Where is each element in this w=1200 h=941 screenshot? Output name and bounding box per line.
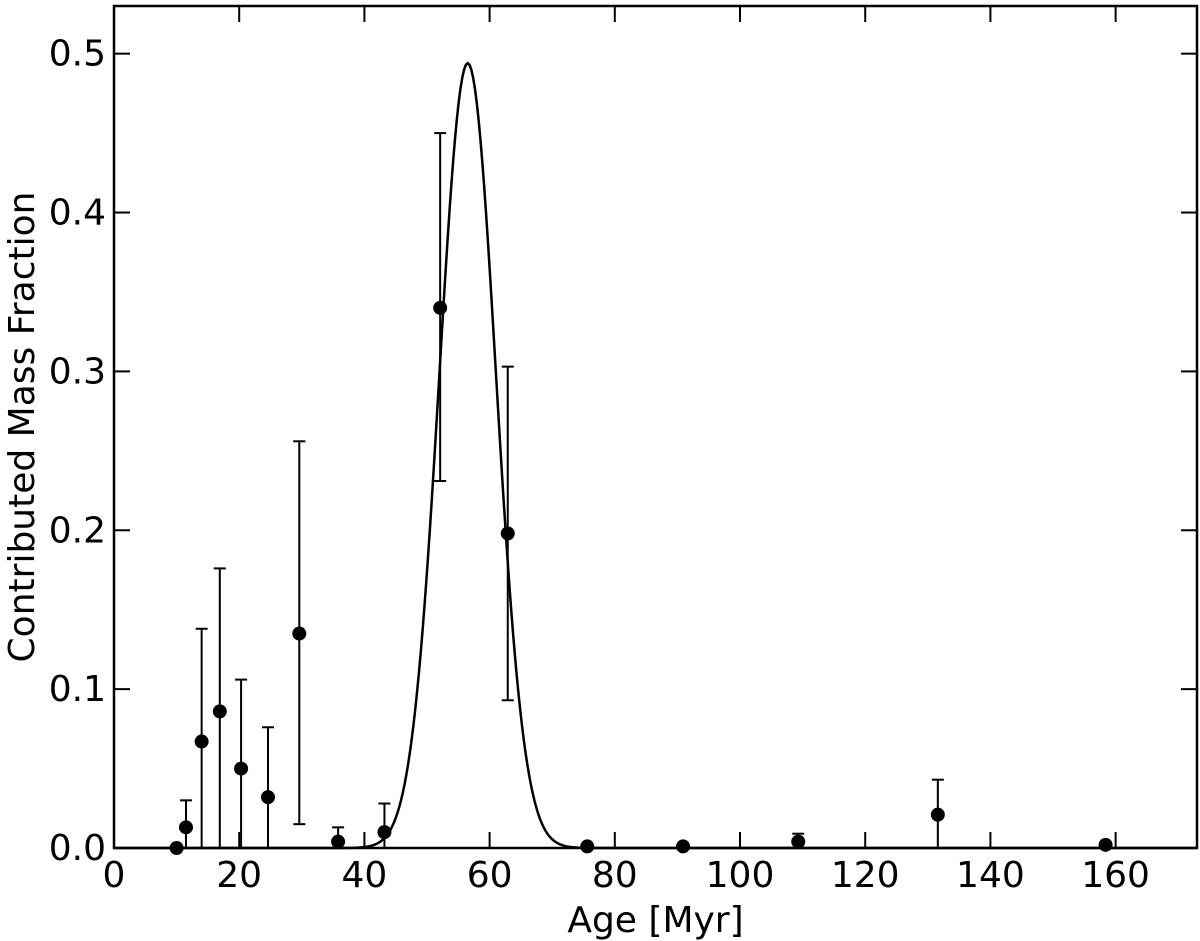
gaussian-fit-curve [114,61,1197,850]
data-point [212,704,227,719]
y-tick-label: 0.4 [49,193,106,234]
plot-frame [112,4,1199,850]
x-tick-label: 0 [103,855,126,896]
data-point [234,761,249,776]
axis-tick-labels: 0 20 40 60 80 100 120 140 160 0.0 0.1 0.2 0.3 0.4 0.5 [49,34,1150,896]
data-point [194,734,209,749]
x-tick-label: 140 [956,855,1025,896]
y-tick-label: 0.1 [49,669,106,710]
data-point [433,300,448,315]
x-tick-label: 100 [706,855,775,896]
axis-ticks [113,6,1197,849]
data-point [580,839,595,854]
data-point [500,526,515,541]
data-point [331,834,346,849]
y-tick-label: 0.5 [49,34,106,75]
x-axis-label: Age [Myr] [567,900,743,941]
data-point [1098,837,1113,852]
x-tick-label: 80 [592,855,638,896]
y-axis-label: Contributed Mass Fraction [2,192,43,663]
error-bars [179,132,944,848]
x-tick-label: 60 [467,855,513,896]
y-tick-label: 0.2 [49,510,106,551]
data-point [791,834,806,849]
data-point [292,626,307,641]
x-tick-label: 20 [216,855,262,896]
data-points [169,300,1113,855]
y-tick-label: 0.3 [49,351,106,392]
data-point [178,820,193,835]
data-point [676,839,691,854]
x-tick-label: 40 [341,855,387,896]
x-tick-label: 120 [831,855,900,896]
x-tick-label: 160 [1081,855,1150,896]
data-point [377,825,392,840]
data-point [930,807,945,822]
y-tick-label: 0.0 [49,828,106,869]
data-point [260,790,275,805]
